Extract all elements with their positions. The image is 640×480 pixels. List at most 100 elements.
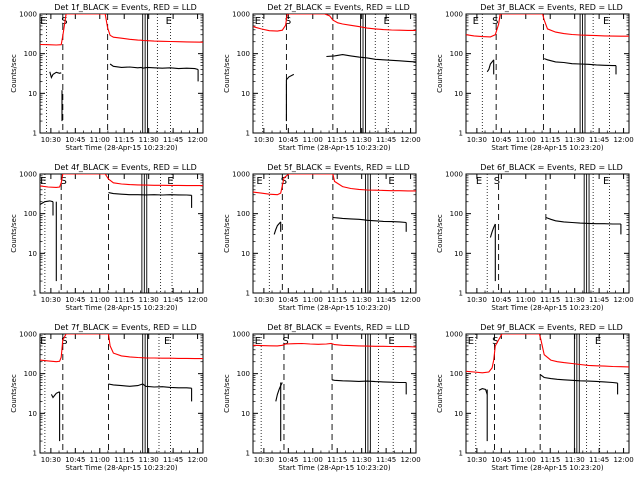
x-tick-label: 10:30 xyxy=(41,296,61,304)
x-tick-label: 10:45 xyxy=(278,456,298,464)
events-series-line xyxy=(49,71,62,79)
detector-plot-6: Det 6f_BLACK = Events, RED = LLD 1 10 100 10… xyxy=(436,163,634,312)
events-series-line xyxy=(478,388,488,395)
y-tick-label: 100 xyxy=(450,370,463,378)
x-tick-label: 11:15 xyxy=(540,136,560,144)
phase-marker-label: E xyxy=(167,176,173,187)
x-tick-label: 11:00 xyxy=(516,456,536,464)
plot-title: Det 4f_BLACK = Events, RED = LLD xyxy=(54,163,197,172)
y-tick-label: 10 xyxy=(241,90,250,98)
y-tick-label: 1000 xyxy=(19,331,37,339)
x-tick-label: 12:00 xyxy=(400,296,420,304)
x-tick-label: 11:45 xyxy=(163,456,183,464)
x-tick-label: 11:45 xyxy=(163,296,183,304)
x-tick-label: 11:15 xyxy=(114,456,134,464)
x-tick-label: 11:45 xyxy=(376,136,396,144)
x-tick-label: 11:15 xyxy=(114,136,134,144)
x-tick-label: 10:45 xyxy=(491,296,511,304)
events-series-line xyxy=(544,58,616,67)
phase-marker-label: E xyxy=(603,176,609,187)
phase-marker-label: E xyxy=(603,16,609,27)
lld-series-line xyxy=(253,342,416,348)
x-tick-label: 11:45 xyxy=(163,136,183,144)
detector-plot-4: Det 4f_BLACK = Events, RED = LLD 1 10 100 10… xyxy=(10,163,208,312)
y-axis-label: Counts/sec xyxy=(436,214,444,253)
lld-series-line xyxy=(253,174,416,196)
x-tick-label: 11:15 xyxy=(327,456,347,464)
y-tick-label: 1 xyxy=(459,130,463,138)
phase-marker-label: E xyxy=(388,176,394,187)
y-tick-label: 1 xyxy=(246,130,250,138)
plot-title: Det 2f_BLACK = Events, RED = LLD xyxy=(267,3,410,12)
y-tick-label: 1 xyxy=(246,290,250,298)
detector-plot-2: Det 2f_BLACK = Events, RED = LLD 1 10 100 10… xyxy=(223,3,421,152)
x-tick-label: 11:00 xyxy=(303,456,323,464)
x-tick-label: 10:30 xyxy=(467,296,487,304)
y-tick-label: 1000 xyxy=(19,11,37,19)
phase-marker-label: S xyxy=(492,16,498,27)
phase-marker-label: E xyxy=(255,336,261,347)
plot-frame xyxy=(252,173,417,294)
x-tick-label: 11:30 xyxy=(565,136,585,144)
y-tick-label: 1 xyxy=(33,450,37,458)
plot-frame xyxy=(465,173,630,294)
y-axis-label: Counts/sec xyxy=(223,214,231,253)
events-series-line xyxy=(326,54,416,63)
x-tick-label: 11:00 xyxy=(516,136,536,144)
x-tick-label: 11:00 xyxy=(90,296,110,304)
x-tick-label: 11:30 xyxy=(352,456,372,464)
x-axis-label: Start Time (28-Apr-15 10:23:20) xyxy=(65,464,177,472)
events-series-line xyxy=(285,73,295,81)
x-tick-label: 10:45 xyxy=(491,456,511,464)
x-tick-label: 11:45 xyxy=(376,456,396,464)
lld-series-line xyxy=(253,14,416,32)
plot-frame xyxy=(465,333,630,454)
x-tick-label: 11:30 xyxy=(139,456,159,464)
x-tick-label: 10:30 xyxy=(41,136,61,144)
x-tick-label: 10:30 xyxy=(254,296,274,304)
y-tick-label: 1 xyxy=(33,130,37,138)
x-tick-label: 11:15 xyxy=(327,136,347,144)
phase-marker-label: S xyxy=(61,336,67,347)
x-axis-label: Start Time (28-Apr-15 10:23:20) xyxy=(278,464,390,472)
events-series-line xyxy=(539,374,618,384)
phase-marker-label: S xyxy=(281,176,287,187)
y-tick-label: 100 xyxy=(237,370,250,378)
y-tick-label: 10 xyxy=(28,410,37,418)
x-tick-label: 11:45 xyxy=(376,296,396,304)
y-tick-label: 1000 xyxy=(232,331,250,339)
x-tick-label: 11:15 xyxy=(540,296,560,304)
x-axis-label: Start Time (28-Apr-15 10:23:20) xyxy=(278,304,390,312)
lld-series-line xyxy=(466,14,629,38)
x-tick-label: 11:00 xyxy=(303,136,323,144)
phase-marker-label: E xyxy=(595,336,601,347)
phase-marker-label: E xyxy=(40,16,46,27)
events-series-line xyxy=(108,383,192,389)
phase-marker-label: E xyxy=(476,176,482,187)
plot-title: Det 3f_BLACK = Events, RED = LLD xyxy=(480,3,623,12)
phase-marker-label: E xyxy=(166,16,172,27)
x-tick-label: 11:45 xyxy=(589,456,609,464)
lld-series-line xyxy=(40,174,203,188)
phase-marker-label: E xyxy=(473,16,479,27)
x-tick-label: 11:30 xyxy=(139,136,159,144)
x-tick-label: 11:00 xyxy=(303,296,323,304)
y-tick-label: 1 xyxy=(33,290,37,298)
phase-marker-label: E xyxy=(256,176,262,187)
plot-frame xyxy=(39,333,204,454)
phase-marker-label: E xyxy=(383,16,389,27)
events-series-line xyxy=(109,63,199,71)
x-axis-label: Start Time (28-Apr-15 10:23:20) xyxy=(491,304,603,312)
y-axis-label: Counts/sec xyxy=(10,374,18,413)
x-axis-label: Start Time (28-Apr-15 10:23:20) xyxy=(491,464,603,472)
detector-plot-8: Det 8f_BLACK = Events, RED = LLD 1 10 100 10… xyxy=(223,323,421,472)
events-series-line xyxy=(489,223,496,238)
x-tick-label: 10:30 xyxy=(467,456,487,464)
x-tick-label: 10:30 xyxy=(41,456,61,464)
x-tick-label: 11:15 xyxy=(540,456,560,464)
events-series-line xyxy=(50,391,60,399)
x-tick-label: 12:00 xyxy=(187,456,207,464)
y-tick-label: 1 xyxy=(246,450,250,458)
detector-plot-9: Det 9f_BLACK = Events, RED = LLD 1 10 100 10… xyxy=(436,323,634,472)
